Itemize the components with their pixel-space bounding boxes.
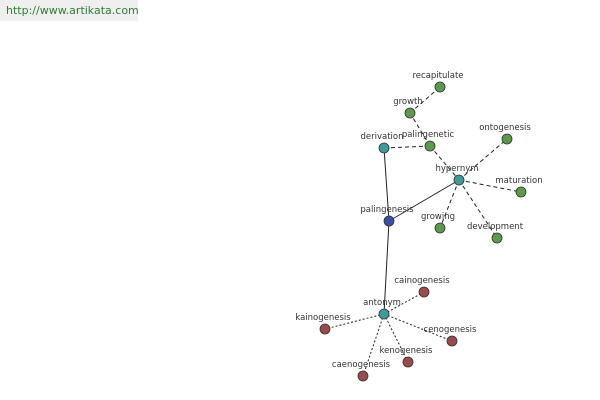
edge [439,179,460,229]
node-label[interactable]: kenogenesis [380,346,433,356]
node-label[interactable]: cenogenesis [424,325,478,335]
node-label[interactable]: growing [421,212,455,222]
edge [458,179,498,239]
node [404,107,416,119]
edge [388,179,460,222]
node-label[interactable]: cainogenesis [394,276,450,286]
node [446,335,458,347]
edge [362,313,385,377]
edge [383,145,431,149]
edge [458,138,508,181]
node-label[interactable]: caenogenesis [332,360,391,370]
node-label[interactable]: hypernym [435,164,478,174]
site-url[interactable]: http://www.artikata.com [0,0,139,21]
node-label[interactable]: ontogenesis [479,123,531,133]
node [434,81,446,93]
node [434,222,446,234]
node [402,356,414,368]
node [424,140,436,152]
node-label[interactable]: derivation [360,132,403,142]
node-label[interactable]: palingenetic [402,130,455,140]
node-label[interactable]: growth [393,97,423,107]
node-label[interactable]: development [467,222,524,232]
node [501,133,513,145]
node-label[interactable]: recapitulate [412,71,463,81]
edge [383,313,409,363]
edge [383,313,453,342]
node [453,174,465,186]
node [491,232,503,244]
node [378,308,390,320]
edge [383,147,390,222]
node [319,323,331,335]
node [378,142,390,154]
node-label[interactable]: palingenesis [360,205,414,215]
node [418,286,430,298]
edge [458,179,522,193]
node [383,215,395,227]
node-label[interactable]: maturation [495,176,542,186]
node [515,186,527,198]
node-label[interactable]: antonym [363,298,401,308]
node [357,370,369,382]
edge [383,220,390,315]
node-label[interactable]: kainogenesis [295,313,351,323]
edge [429,145,460,181]
